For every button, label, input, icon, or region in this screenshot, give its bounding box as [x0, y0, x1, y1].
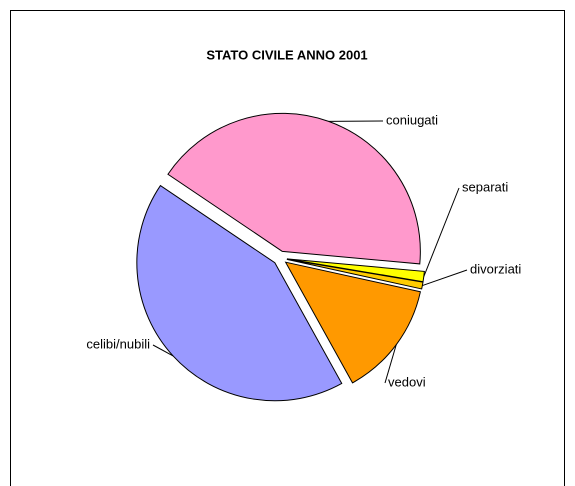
pie-slice	[167, 112, 421, 265]
slice-label: celibi/nubili	[86, 336, 150, 351]
leader-line	[384, 344, 397, 384]
slice-label: divorziati	[470, 261, 521, 276]
leader-line	[152, 344, 174, 357]
pie-slice	[136, 184, 343, 402]
slice-label: vedovi	[388, 374, 426, 389]
slice-label: separati	[462, 179, 508, 194]
leader-line	[423, 187, 460, 277]
slice-label: coniugati	[386, 112, 438, 127]
leader-line	[422, 269, 468, 287]
chart-title: STATO CIVILE ANNO 2001	[206, 47, 367, 62]
